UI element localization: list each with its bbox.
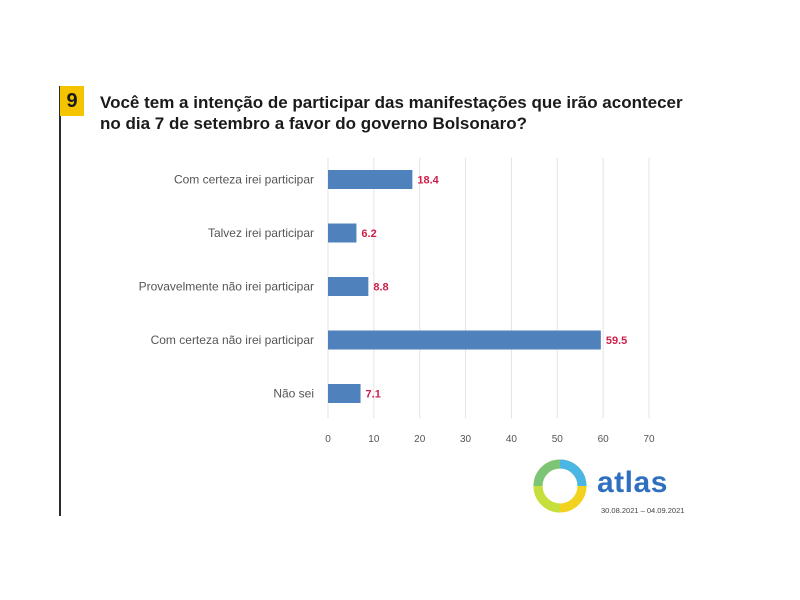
x-tick-label: 0 [325,434,331,445]
category-label: Com certeza irei participar [174,173,314,187]
x-tick-label: 10 [368,434,380,445]
category-label: Com certeza não irei participar [151,333,314,347]
chart-title-line-1: Você tem a intenção de participar das ma… [100,93,683,112]
x-tick-label: 60 [598,434,610,445]
x-tick-label: 20 [414,434,426,445]
bar [328,384,361,403]
left-border-line [59,86,61,516]
x-tick-label: 50 [552,434,564,445]
x-tick-label: 30 [460,434,472,445]
category-label: Não sei [273,387,314,401]
category-label: Talvez irei participar [208,226,314,240]
bar-value-label: 6.2 [361,228,376,240]
bar [328,330,601,350]
chart-title-line-2: no dia 7 de setembro a favor do governo … [100,114,527,133]
bar-value-label: 18.4 [417,175,439,187]
x-tick-label: 70 [643,434,655,445]
category-label: Provavelmente não irei participar [139,280,314,294]
bar-value-label: 8.8 [373,282,388,294]
x-tick-label: 40 [506,434,518,445]
chart-title: Você tem a intenção de participar das ma… [100,92,740,134]
atlas-logo-icon [533,459,587,513]
question-number-badge: 9 [60,86,84,116]
bar-value-label: 7.1 [366,389,381,401]
bar [328,223,357,243]
brand-name: atlas [597,466,668,499]
survey-date-range: 30.08.2021 – 04.09.2021 [601,506,685,515]
bar-value-label: 59.5 [606,335,627,347]
bar [328,277,369,296]
bar [328,170,413,189]
